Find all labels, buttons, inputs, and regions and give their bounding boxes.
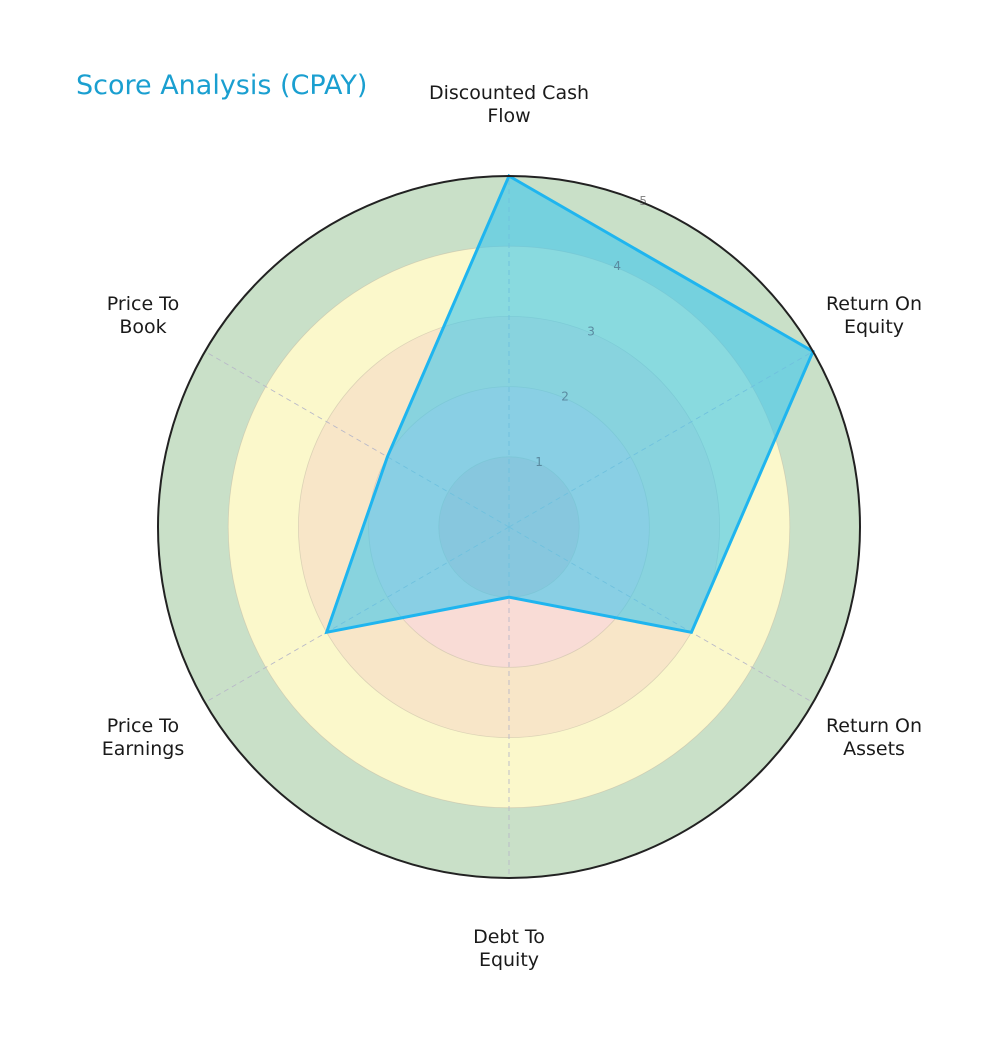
chart-title: Score Analysis (CPAY) (76, 70, 368, 101)
outer-border (157, 175, 861, 879)
axis-label: Return On Equity (826, 293, 922, 339)
axis-label: Return On Assets (826, 715, 922, 761)
axis-label-line: Discounted Cash (428, 82, 590, 104)
axis-label-line: Return On (825, 293, 923, 315)
axis-label-line: Return On (825, 715, 923, 737)
axis-label-line: Equity (843, 316, 905, 338)
axis-label-line: Equity (478, 949, 540, 971)
radial-tick-label: 5 (639, 194, 647, 208)
axis-label: Price To Earnings (102, 715, 184, 761)
radial-tick-label: 2 (561, 390, 569, 404)
axis-label: Debt To Equity (473, 926, 545, 972)
axis-label-line: Price To (106, 715, 180, 737)
radial-tick-label: 3 (587, 324, 595, 338)
axis-label-line: Assets (843, 738, 905, 760)
radial-tick-labels: 1 2 3 4 5 (535, 194, 647, 469)
axis-label: Discounted Cash Flow (429, 82, 589, 128)
axis-label: Price To Book (107, 293, 179, 339)
axis-label-line: Earnings (101, 738, 185, 760)
axis-label-line: Debt To (473, 926, 545, 948)
axis-label-line: Flow (487, 105, 531, 127)
radial-tick-label: 4 (613, 259, 621, 273)
axis-label-line: Book (119, 316, 167, 338)
radial-tick-label: 1 (535, 455, 543, 469)
axis-label-line: Price To (106, 293, 180, 315)
